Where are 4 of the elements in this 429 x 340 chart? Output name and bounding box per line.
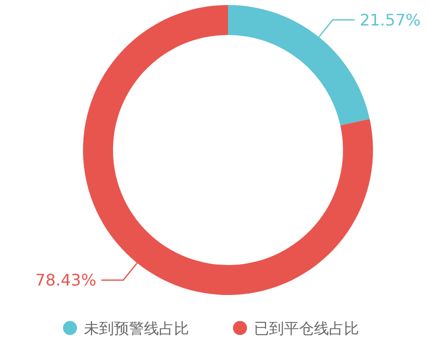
- legend-label: 已到平仓线占比: [254, 319, 359, 338]
- data-label: 21.57%: [360, 10, 421, 30]
- data-label: 78.43%: [35, 270, 96, 290]
- legend-label: 未到预警线占比: [84, 319, 189, 338]
